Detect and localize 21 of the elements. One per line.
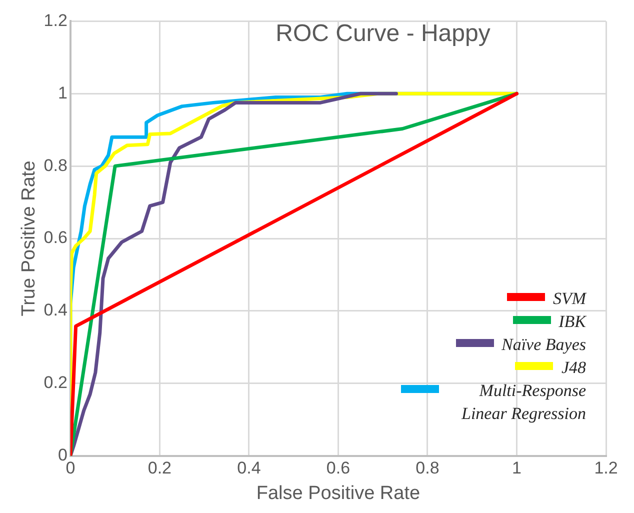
y-tick-label: 1.2 (44, 10, 68, 30)
x-tick-label: 1.2 (594, 458, 618, 478)
y-tick-label: 0.4 (44, 300, 68, 320)
y-tick-label: 1 (58, 83, 68, 102)
legend-label: Multi-Response Linear Regression (460, 380, 586, 425)
legend-label: IBK (558, 311, 586, 333)
y-axis-title: True Positive Rate (18, 160, 40, 316)
y-tick-label: 0.8 (44, 156, 68, 175)
legend-label: J48 (561, 357, 586, 379)
y-tick-label: 0 (58, 445, 68, 464)
legend-label: SVM (552, 288, 586, 310)
legend-label: Naïve Bayes (502, 334, 586, 356)
x-tick-label: 0.8 (416, 458, 440, 478)
x-tick-label: 0.6 (326, 458, 350, 478)
x-tick-label: 0.2 (148, 458, 172, 478)
x-axis-title: False Positive Rate (256, 482, 420, 504)
y-tick-label: 0.2 (44, 373, 68, 392)
y-tick-label: 0.6 (44, 228, 68, 248)
chart-title: ROC Curve - Happy (274, 20, 492, 48)
x-tick-label: 0.4 (237, 458, 261, 478)
x-tick-label: 1 (512, 458, 522, 478)
